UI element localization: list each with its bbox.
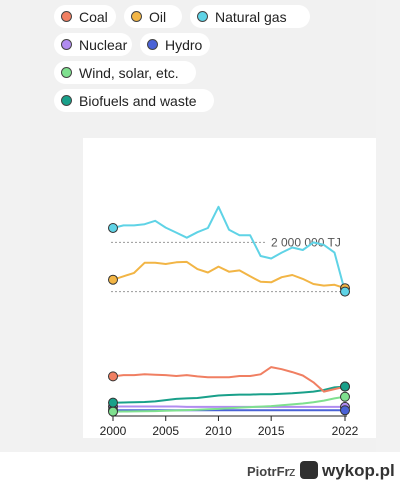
wykop-logo-icon [300,461,318,479]
legend-label: Hydro [165,36,203,53]
start-marker-biofuels-and-waste [108,397,118,408]
site-name: wykop.pl [322,461,395,480]
chart-panel: Coal Oil Natural gas Nuclear Hydro Wind, sola… [30,0,376,452]
start-marker-natural-gas [108,222,118,233]
source-separator: z [289,464,296,479]
legend-item[interactable]: Wind, solar, etc. [54,61,196,84]
site-logo[interactable]: wykop.pl [300,459,400,485]
legend-item[interactable]: Nuclear [54,33,132,56]
footer-bar: PiotrFr z wykop.pl [0,452,400,491]
legend-label: Natural gas [215,8,287,25]
series-line-coal [112,366,346,393]
end-marker-hydro [340,405,350,416]
x-tick-label: 2000 [100,424,127,438]
x-tick-label: 2005 [152,424,179,438]
legend-swatch-icon [197,11,208,22]
legend-item[interactable]: Biofuels and waste [54,89,214,112]
legend-label: Coal [79,8,108,25]
legend-swatch-icon [61,39,72,50]
x-tick-label: 2010 [205,424,232,438]
legend-item[interactable]: Hydro [140,33,210,56]
legend-label: Biofuels and waste [79,92,197,109]
legend-label: Nuclear [79,36,128,53]
x-tick-label: 2015 [258,424,285,438]
series-line-oil [112,260,346,290]
legend-swatch-icon [61,95,72,106]
legend-item[interactable]: Oil [124,5,182,28]
line-chart: 2 000 000 TJ 2000 2005 2010 2015 2022 [100,205,359,438]
author-name[interactable]: PiotrFr [247,464,290,479]
legend-swatch-icon [61,67,72,78]
start-marker-coal [108,371,118,382]
end-marker-natural-gas [340,286,350,297]
end-marker-wind-solar-etc [340,391,350,402]
legend-item[interactable]: Natural gas [190,5,310,28]
end-marker-biofuels-and-waste [340,381,350,392]
legend-swatch-icon [147,39,158,50]
x-tick-label: 2022 [332,424,359,438]
legend-swatch-icon [61,11,72,22]
series-line-wind-solar-etc [112,395,346,413]
legend-swatch-icon [131,11,142,22]
series-line-natural-gas [112,205,346,292]
start-marker-wind-solar-etc [108,406,118,417]
start-marker-oil [108,274,118,285]
chart-card: 2 000 000 TJ 2000 2005 2010 2015 2022 [83,138,376,438]
legend-label: Wind, solar, etc. [79,64,179,81]
series-line-biofuels-and-waste [112,385,346,404]
legend-item[interactable]: Coal [54,5,116,28]
legend-label: Oil [149,8,167,25]
reference-line-label: 2 000 000 TJ [271,235,341,249]
